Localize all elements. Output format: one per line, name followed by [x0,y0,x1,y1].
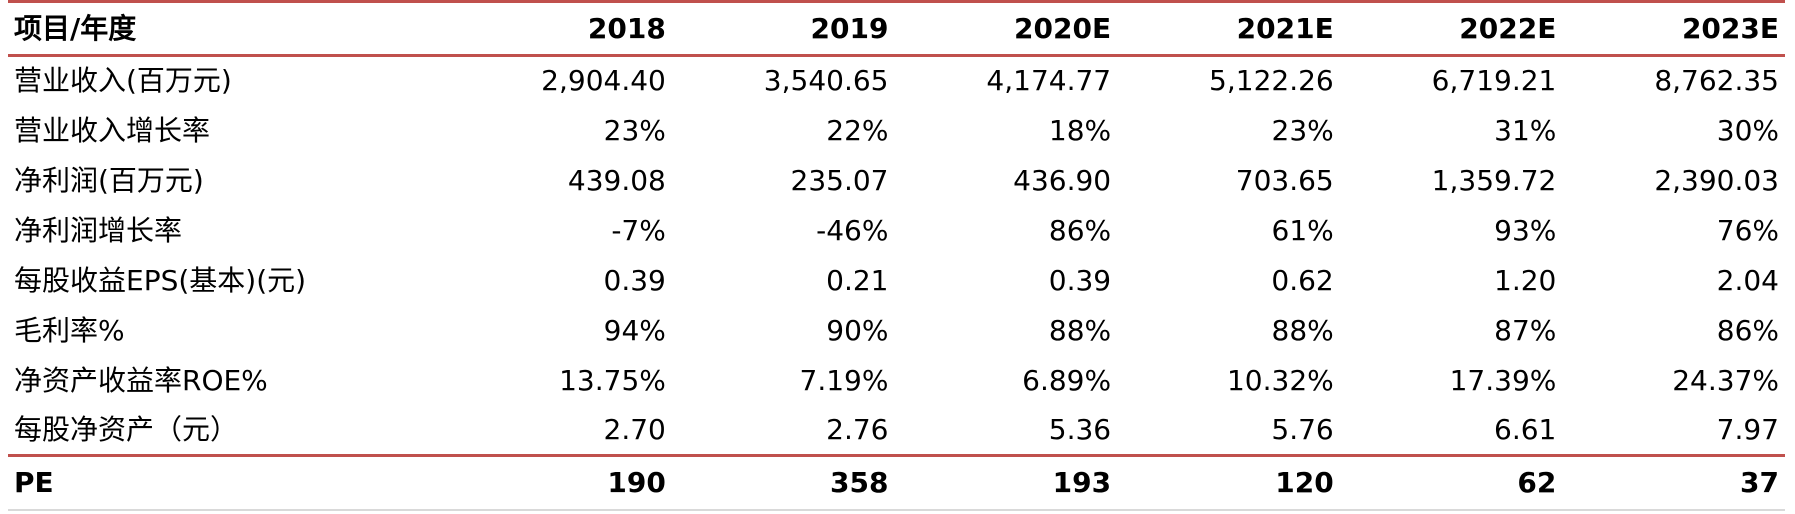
table-cell: 7.97 [1716,412,1779,446]
table-cell: 22% [826,113,889,147]
table-cell: -46% [816,213,889,247]
row-label: 净利润(百万元) [14,163,204,197]
table-row: 净利润(百万元) 439.08 235.07 436.90 703.65 1,3… [8,156,1785,206]
table-cell: 235.07 [790,163,889,197]
table-cell: 37 [1562,454,1785,511]
table-cell: 76% [1716,213,1779,247]
table-cell: 62 [1339,454,1563,511]
table-cell: 7.19% [799,363,889,397]
table-cell: 1,359.72 [1431,163,1557,197]
table-cell: 30% [1716,113,1779,147]
table-cell: 436.90 [1013,163,1112,197]
header-row: 项目/年度 2018 2019 2020E 2021E 2022E 2023E [8,0,1785,57]
table-cell: 24.37% [1672,363,1779,397]
row-label: 每股净资产（元） [14,412,239,446]
table-cell: 90% [826,313,889,347]
table-cell: 190 [449,454,672,511]
table-cell: 120 [1117,454,1340,511]
table-row: 净资产收益率ROE% 13.75% 7.19% 6.89% 10.32% 17.… [8,356,1785,406]
table-row: 营业收入(百万元) 2,904.40 3,540.65 4,174.77 5,1… [8,56,1785,106]
financial-forecast-table-container: 项目/年度 2018 2019 2020E 2021E 2022E 2023E … [8,0,1785,511]
table-cell: 439.08 [567,163,666,197]
table-cell: 0.62 [1271,263,1334,297]
table-row: 营业收入增长率 23% 22% 18% 23% 31% 30% [8,106,1785,156]
table-cell: 6,719.21 [1431,64,1557,98]
row-label: PE [8,454,450,511]
table-cell: 23% [1271,113,1334,147]
table-row: 毛利率% 94% 90% 88% 88% 87% 86% [8,306,1785,356]
row-label: 净资产收益率ROE% [14,363,268,397]
table-cell: 2.76 [826,412,889,446]
table-row: 每股净资产（元） 2.70 2.76 5.36 5.76 6.61 7.97 [8,406,1785,456]
header-cell-2020e: 2020E [894,0,1118,57]
table-cell: 88% [1271,313,1334,347]
financial-forecast-table: 项目/年度 2018 2019 2020E 2021E 2022E 2023E … [8,0,1785,511]
table-cell: 8,762.35 [1654,64,1779,98]
table-cell: 86% [1048,213,1112,247]
header-cell-2018: 2018 [449,0,672,57]
table-cell: 18% [1048,113,1112,147]
table-cell: 0.39 [603,263,666,297]
table-cell: 4,174.77 [986,64,1112,98]
table-cell: 94% [603,313,666,347]
table-row: 每股收益EPS(基本)(元) 0.39 0.21 0.39 0.62 1.20 … [8,256,1785,306]
table-cell: 93% [1494,213,1557,247]
table-cell: 88% [1048,313,1112,347]
table-cell: -7% [611,213,666,247]
table-cell: 3,540.65 [763,64,889,98]
table-cell: 193 [894,454,1118,511]
row-label: 毛利率% [14,313,125,347]
table-cell: 6.89% [1022,363,1112,397]
table-cell: 2.04 [1716,263,1779,297]
pe-row: PE 190 358 193 120 62 37 [8,454,1785,511]
table-cell: 2,390.03 [1654,163,1779,197]
table-cell: 23% [603,113,666,147]
table-cell: 86% [1716,313,1779,347]
table-row: 净利润增长率 -7% -46% 86% 61% 93% 76% [8,206,1785,256]
table-cell: 31% [1494,113,1557,147]
row-label: 营业收入增长率 [14,113,211,147]
table-cell: 17.39% [1449,363,1557,397]
header-cell-2019: 2019 [671,0,895,57]
table-cell: 5,122.26 [1209,64,1334,98]
row-label: 营业收入(百万元) [14,64,232,98]
table-cell: 5.36 [1048,412,1112,446]
header-cell-item-year: 项目/年度 [8,0,450,57]
table-cell: 87% [1494,313,1557,347]
table-cell: 2.70 [603,412,666,446]
table-cell: 0.21 [826,263,889,297]
table-cell: 6.61 [1494,412,1557,446]
row-label: 净利润增长率 [14,213,183,247]
table-cell: 13.75% [559,363,666,397]
table-cell: 10.32% [1226,363,1334,397]
table-cell: 5.76 [1271,412,1334,446]
table-cell: 358 [671,454,895,511]
table-cell: 1.20 [1494,263,1557,297]
header-cell-2023e: 2023E [1562,0,1785,57]
header-cell-2022e: 2022E [1339,0,1563,57]
table-cell: 2,904.40 [541,64,666,98]
table-cell: 61% [1271,213,1334,247]
header-cell-2021e: 2021E [1117,0,1340,57]
table-cell: 703.65 [1235,163,1334,197]
table-cell: 0.39 [1048,263,1112,297]
row-label: 每股收益EPS(基本)(元) [14,263,307,297]
